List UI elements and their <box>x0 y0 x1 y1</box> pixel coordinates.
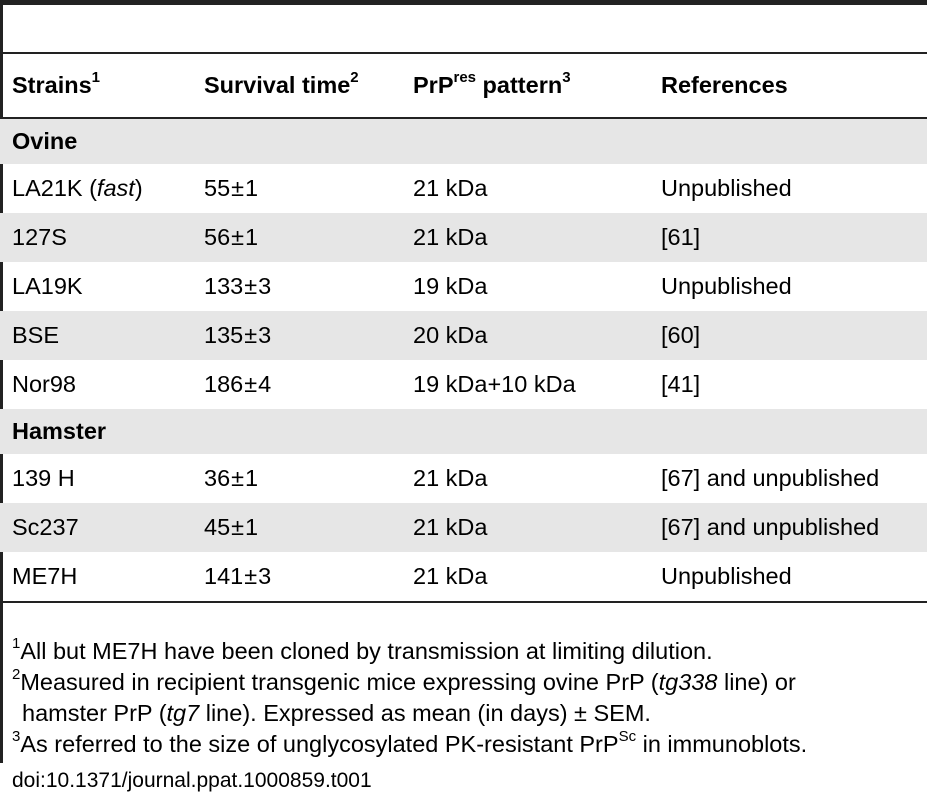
header-survival-time: Survival time2 <box>192 52 401 119</box>
cell-survival-time: 56±1 <box>192 213 401 262</box>
survival-sem: 1 <box>245 514 259 540</box>
strain-italic: fast <box>96 175 135 201</box>
cell-prpres-pattern: 21 kDa <box>413 175 488 201</box>
survival-mean: 56 <box>204 224 231 250</box>
group-label: Hamster <box>0 409 927 454</box>
plus-minus-symbol: ± <box>244 273 258 299</box>
cell-strain: ME7H <box>0 552 192 603</box>
cell-strain: Sc237 <box>0 503 192 552</box>
cell-survival-time: 36±1 <box>192 454 401 503</box>
strain-name: Sc237 <box>12 514 79 540</box>
footnote-1: 1All but ME7H have been cloned by transm… <box>12 635 713 664</box>
doi-line: doi:10.1371/journal.ppat.1000859.t001 <box>12 769 372 792</box>
top-rule <box>0 0 927 5</box>
survival-mean: 186 <box>204 371 244 397</box>
survival-mean: 36 <box>204 465 231 491</box>
strain-name: LA21K ( <box>12 175 97 201</box>
cell-prpres-pattern: 21 kDa <box>401 552 649 603</box>
header-references: References <box>649 52 927 119</box>
cell-survival-time: 133±3 <box>192 262 401 311</box>
table-row: 127S 56±1 21 kDa [61] <box>0 213 927 262</box>
survival-sem: 4 <box>258 371 272 397</box>
cell-survival-time: 55±1 <box>192 164 401 213</box>
cell-reference: [67] and unpublished <box>661 465 880 491</box>
header-strains: Strains1 <box>0 52 192 119</box>
cell-reference: [41] <box>661 371 701 397</box>
strain-name: BSE <box>12 322 60 348</box>
cell-reference: [67] and unpublished <box>649 503 927 552</box>
strain-name: 127S <box>12 224 67 250</box>
cell-reference: Unpublished <box>661 175 792 201</box>
strain-name: Nor98 <box>12 371 77 397</box>
footnote-2-continued: hamster PrP (tg7 line). Expressed as mea… <box>22 700 651 726</box>
table-row: Nor98 186±4 19 kDa+10 kDa [41] <box>0 360 927 409</box>
survival-mean: 135 <box>204 322 244 348</box>
cell-strain: LA21K (fast) <box>0 164 192 213</box>
group-row: Hamster <box>0 409 927 454</box>
table-row: LA19K 133±3 19 kDa Unpublished <box>0 262 927 311</box>
strain-name: LA19K <box>12 273 83 299</box>
strain-close: ) <box>134 175 143 201</box>
plus-minus-symbol: ± <box>231 514 245 540</box>
survival-sem: 3 <box>258 273 272 299</box>
cell-strain: 127S <box>0 213 192 262</box>
group-label: Ovine <box>0 118 927 164</box>
survival-mean: 45 <box>204 514 231 540</box>
strains-table: Strains1 Survival time2 PrPres pattern3 … <box>0 52 927 603</box>
cell-prpres-pattern: 19 kDa <box>413 273 488 299</box>
survival-sem: 3 <box>258 563 272 589</box>
cell-prpres-pattern: 19 kDa+10 kDa <box>413 371 576 397</box>
cell-prpres-pattern: 21 kDa <box>413 465 488 491</box>
survival-sem: 3 <box>258 322 272 348</box>
strain-name: 139 H <box>12 465 75 491</box>
table-row: BSE 135±3 20 kDa [60] <box>0 311 927 360</box>
plus-minus-symbol: ± <box>244 563 258 589</box>
table-header-row: Strains1 Survival time2 PrPres pattern3 … <box>0 52 927 119</box>
plus-minus-symbol: ± <box>231 224 245 250</box>
cell-reference: Unpublished <box>661 273 792 299</box>
header-prpres-pattern: PrPres pattern3 <box>401 52 649 119</box>
cell-survival-time: 141±3 <box>192 552 401 603</box>
footnotes: 1All but ME7H have been cloned by transm… <box>12 636 922 760</box>
table-row: LA21K (fast) 55±1 21 kDa Unpublished <box>0 164 927 213</box>
survival-mean: 141 <box>204 563 244 589</box>
survival-sem: 1 <box>245 224 259 250</box>
cell-strain: BSE <box>0 311 192 360</box>
survival-mean: 55 <box>204 175 231 201</box>
group-row: Ovine <box>0 118 927 164</box>
plus-minus-symbol: ± <box>244 322 258 348</box>
cell-prpres-pattern: 20 kDa <box>401 311 649 360</box>
cell-strain: Nor98 <box>0 360 192 409</box>
cell-strain: 139 H <box>0 454 192 503</box>
cell-survival-time: 186±4 <box>192 360 401 409</box>
cell-strain: LA19K <box>0 262 192 311</box>
footnote-2: 2Measured in recipient transgenic mice e… <box>12 666 796 695</box>
survival-mean: 133 <box>204 273 244 299</box>
footnote-3: 3As referred to the size of unglycosylat… <box>12 728 808 757</box>
cell-survival-time: 45±1 <box>192 503 401 552</box>
strain-name: ME7H <box>12 563 78 589</box>
survival-sem: 1 <box>245 465 259 491</box>
table-row: Sc237 45±1 21 kDa [67] and unpublished <box>0 503 927 552</box>
cell-reference: Unpublished <box>649 552 927 603</box>
plus-minus-symbol: ± <box>244 371 258 397</box>
cell-prpres-pattern: 21 kDa <box>401 503 649 552</box>
survival-sem: 1 <box>245 175 259 201</box>
table-row: ME7H 141±3 21 kDa Unpublished <box>0 552 927 603</box>
cell-survival-time: 135±3 <box>192 311 401 360</box>
table-row: 139 H 36±1 21 kDa [67] and unpublished <box>0 454 927 503</box>
cell-reference: [60] <box>649 311 927 360</box>
cell-reference: [61] <box>649 213 927 262</box>
cell-prpres-pattern: 21 kDa <box>401 213 649 262</box>
plus-minus-symbol: ± <box>231 465 245 491</box>
table-body: Ovine LA21K (fast) 55±1 21 kDa Unpublished 12… <box>0 118 927 603</box>
left-rule <box>0 0 3 763</box>
plus-minus-symbol: ± <box>231 175 245 201</box>
